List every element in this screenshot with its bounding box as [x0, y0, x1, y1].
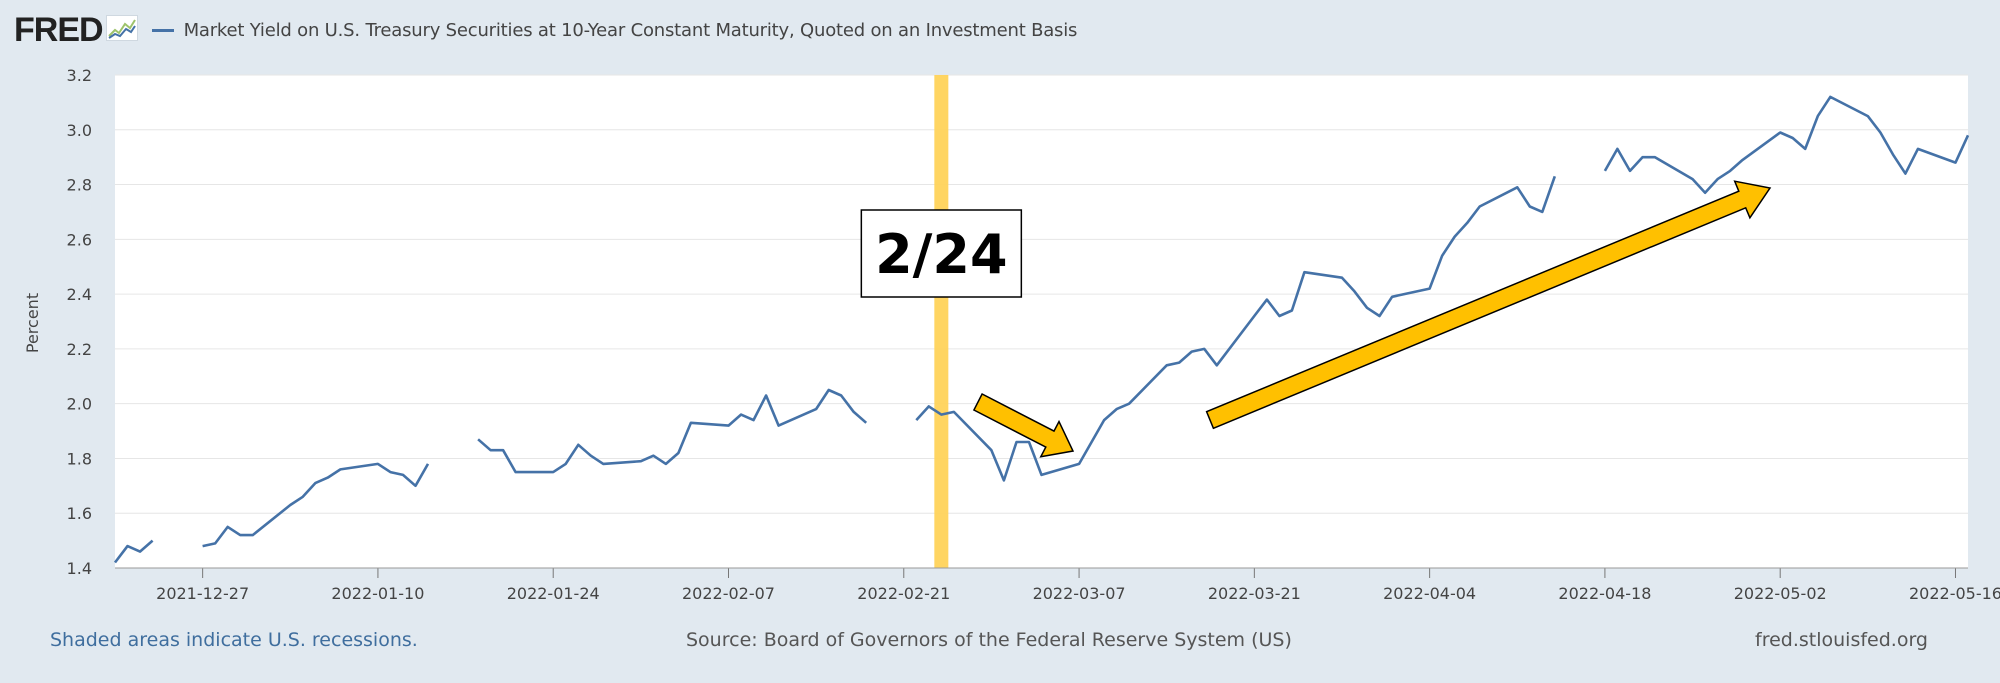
series-title[interactable]: Market Yield on U.S. Treasury Securities…: [183, 19, 1078, 41]
x-tick-label: 2022-03-07: [1033, 584, 1126, 603]
fred-logo-graph-icon: [105, 15, 138, 45]
series-line-segment: [113, 539, 154, 564]
x-tick-label: 2022-05-02: [1734, 584, 1827, 603]
plot-area: [115, 75, 1968, 568]
x-tick-label: 2022-01-24: [507, 584, 600, 603]
recession-note[interactable]: Shaded areas indicate U.S. recessions.: [50, 629, 418, 651]
y-tick-label: 2.8: [67, 176, 92, 195]
down-arrow: [972, 392, 1075, 458]
y-tick-label: 2.0: [67, 395, 92, 414]
series-line-segment: [477, 388, 868, 474]
highlight-band-2-24: [934, 75, 949, 568]
date-label-text: 2/24: [875, 223, 1007, 286]
x-tick-label: 2022-01-10: [331, 584, 424, 603]
x-tick-label: 2022-02-21: [857, 584, 950, 603]
y-axis-label: Percent: [23, 293, 42, 353]
y-tick-label: 1.8: [67, 449, 92, 468]
up-trend-arrow: [1205, 180, 1772, 430]
chart-header: FRED Market Yield on U.S. Treasury Secur…: [14, 10, 1077, 50]
site-link[interactable]: fred.stlouisfed.org: [1755, 629, 1928, 651]
x-tick-label: 2022-02-07: [682, 584, 775, 603]
y-tick-label: 3.0: [67, 121, 92, 140]
series-line-segment: [915, 175, 1557, 482]
fred-logo[interactable]: FRED: [14, 11, 104, 49]
x-tick-label: 2022-03-21: [1208, 584, 1301, 603]
y-tick-label: 2.4: [67, 285, 92, 304]
series-line-segment: [1603, 95, 1970, 195]
series-line-segment: [202, 462, 430, 548]
x-tick-label: 2022-04-04: [1383, 584, 1476, 603]
source-note: Source: Board of Governors of the Federa…: [686, 629, 1292, 651]
x-tick-label: 2022-04-18: [1558, 584, 1651, 603]
x-tick-label: 2022-05-16: [1909, 584, 2000, 603]
x-tick-label: 2021-12-27: [156, 584, 249, 603]
series-legend-line: [151, 28, 174, 32]
y-tick-label: 2.6: [67, 230, 92, 249]
date-label-box: [860, 209, 1023, 298]
y-tick-label: 1.6: [67, 504, 92, 523]
y-tick-label: 1.4: [67, 559, 92, 578]
y-tick-label: 3.2: [67, 66, 92, 85]
y-tick-label: 2.2: [67, 340, 92, 359]
